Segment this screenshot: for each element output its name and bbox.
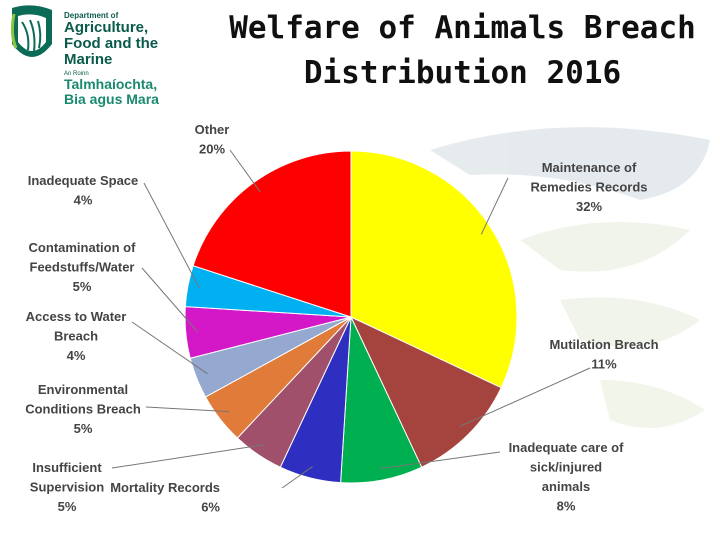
department-logo: Department of Agriculture, Food and the … <box>6 4 206 106</box>
title-line-1: Welfare of Animals Breach <box>229 10 696 46</box>
slice-category-label: Supervision <box>30 480 104 495</box>
slice-value-label: 6% <box>201 500 220 515</box>
slice-category-label: Environmental <box>38 382 128 397</box>
slice-label: Environmental Conditions Breach 5% <box>25 382 141 436</box>
slice-value-label: 5% <box>73 279 92 294</box>
slice-label: Mortality Records 6% <box>110 480 220 515</box>
slice-value-label: 20% <box>199 142 225 157</box>
slice-value-label: 5% <box>74 421 93 436</box>
leader-line <box>143 182 200 289</box>
slice-value-label: 4% <box>74 193 93 208</box>
slice-value-label: 8% <box>557 499 576 514</box>
logo-text-an-roinn: An Roinn <box>64 70 89 77</box>
logo-text-agriculture: Agriculture, <box>64 19 149 37</box>
logo-text-bia-agus-mara: Bia agus Mara <box>64 90 159 107</box>
slice-category-label: Access to Water <box>26 309 127 324</box>
slice-category-label: sick/injured <box>530 460 602 475</box>
page-title: Welfare of Animals Breach Distribution 2… <box>205 6 720 96</box>
pie-slice <box>349 315 502 468</box>
leader-line <box>379 451 501 470</box>
slice-category-label: Insufficient <box>32 460 102 475</box>
leader-line <box>459 367 591 427</box>
slice-category-label: Remedies Records <box>530 180 647 195</box>
slice-value-label: 5% <box>58 499 77 514</box>
slice-category-label: Feedstuffs/Water <box>30 260 135 275</box>
leader-lines <box>111 149 591 489</box>
leader-line <box>111 444 265 469</box>
slice-label: Mutilation Breach 11% <box>549 337 658 372</box>
slice-label: Inadequate Space 4% <box>28 173 139 208</box>
leader-line <box>145 406 230 413</box>
slice-label: Insufficient Supervision 5% <box>30 460 104 514</box>
leader-line <box>131 321 208 375</box>
logo-text-talmhaiochta: Talmhaíochta, <box>64 75 158 92</box>
title-line-2: Distribution 2016 <box>303 55 622 91</box>
slice-category-label: Breach <box>54 329 98 344</box>
leader-line <box>141 267 198 332</box>
slice-label: Maintenance of Remedies Records 32% <box>530 160 647 214</box>
pie-slices <box>184 150 518 484</box>
pie-slice <box>350 150 518 389</box>
logo-text-department: Department of <box>64 11 119 20</box>
slice-value-label: 11% <box>591 357 617 372</box>
slice-category-label: Conditions Breach <box>25 402 141 417</box>
slice-category-label: Other <box>195 122 230 137</box>
slice-value-label: 32% <box>576 199 602 214</box>
background-watermark <box>430 127 710 428</box>
slice-category-label: Inadequate care of <box>509 440 625 455</box>
slice-category-label: animals <box>542 479 590 494</box>
slice-category-label: Mutilation Breach <box>549 337 658 352</box>
slice-label: Inadequate care of sick/injured animals 8% <box>509 440 625 514</box>
slice-value-label: 4% <box>67 348 86 363</box>
leader-line <box>281 466 313 489</box>
slice-label: Other 20% <box>195 122 230 157</box>
harp-emblem-icon <box>10 5 52 57</box>
slice-category-label: Inadequate Space <box>28 173 139 188</box>
slice-label: Access to Water Breach 4% <box>26 309 127 363</box>
slice-category-label: Contamination of <box>29 240 137 255</box>
leader-line <box>480 177 509 235</box>
leader-line <box>229 149 261 193</box>
slice-category-label: Maintenance of <box>542 160 637 175</box>
slice-category-label: Mortality Records <box>110 480 220 495</box>
slice-labels: Maintenance of Remedies Records 32% Mutilat… <box>25 122 658 515</box>
logo-text-food-marine: Food and the Marine <box>64 35 159 68</box>
slice-label: Contamination of Feedstuffs/Water 5% <box>29 240 137 294</box>
